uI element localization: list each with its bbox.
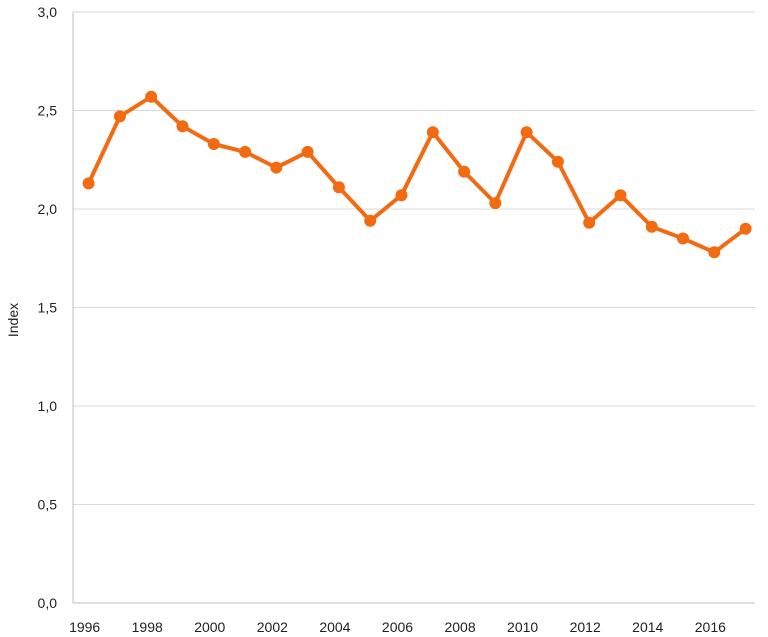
x-tick-label: 2010 <box>507 619 538 635</box>
data-point <box>239 145 252 158</box>
data-point <box>332 181 345 194</box>
data-point <box>364 214 377 227</box>
y-tick-label: 1,0 <box>38 398 58 414</box>
data-point <box>82 177 95 190</box>
data-point <box>645 220 658 233</box>
x-tick-label: 2002 <box>257 619 288 635</box>
x-tick-label: 1996 <box>69 619 100 635</box>
data-point <box>301 145 314 158</box>
data-point <box>614 189 627 202</box>
x-tick-label: 2008 <box>444 619 475 635</box>
data-point <box>458 165 471 178</box>
x-tick-label: 2006 <box>382 619 413 635</box>
x-tick-label: 2016 <box>695 619 726 635</box>
x-tick-label: 2012 <box>570 619 601 635</box>
data-point <box>270 161 283 174</box>
x-tick-label: 2000 <box>194 619 225 635</box>
data-point <box>207 138 220 150</box>
data-point <box>677 232 689 245</box>
data-point <box>489 197 502 210</box>
data-point <box>426 126 439 139</box>
axes <box>72 12 755 604</box>
x-tick-label: 1998 <box>132 619 163 635</box>
y-tick-label: 0,5 <box>38 497 58 513</box>
x-tick-labels: 1996 1998 2000 2002 2004 2006 2008 2010 2012 2014… <box>69 619 726 635</box>
data-point <box>708 246 721 259</box>
data-point <box>551 155 564 168</box>
y-tick-labels: 0,0 0,5 1,0 1,5 2,0 2,5 3,0 <box>38 4 58 611</box>
data-point <box>145 90 158 103</box>
y-tick-label: 0,0 <box>38 595 58 611</box>
data-point <box>176 120 189 133</box>
series-line <box>86 94 747 255</box>
y-tick-label: 1,5 <box>38 300 58 316</box>
data-point <box>520 126 533 139</box>
data-point <box>583 216 596 229</box>
gridlines <box>73 11 755 505</box>
series-group <box>82 90 752 259</box>
x-tick-label: 2004 <box>319 619 350 635</box>
y-tick-label: 3,0 <box>38 4 58 20</box>
y-tick-label: 2,0 <box>38 201 58 217</box>
y-axis-title: Index <box>5 303 21 337</box>
data-point <box>113 110 126 123</box>
data-point <box>395 189 408 202</box>
x-tick-label: 2014 <box>632 619 663 635</box>
y-tick-label: 2,5 <box>38 103 58 119</box>
data-point <box>739 222 752 235</box>
